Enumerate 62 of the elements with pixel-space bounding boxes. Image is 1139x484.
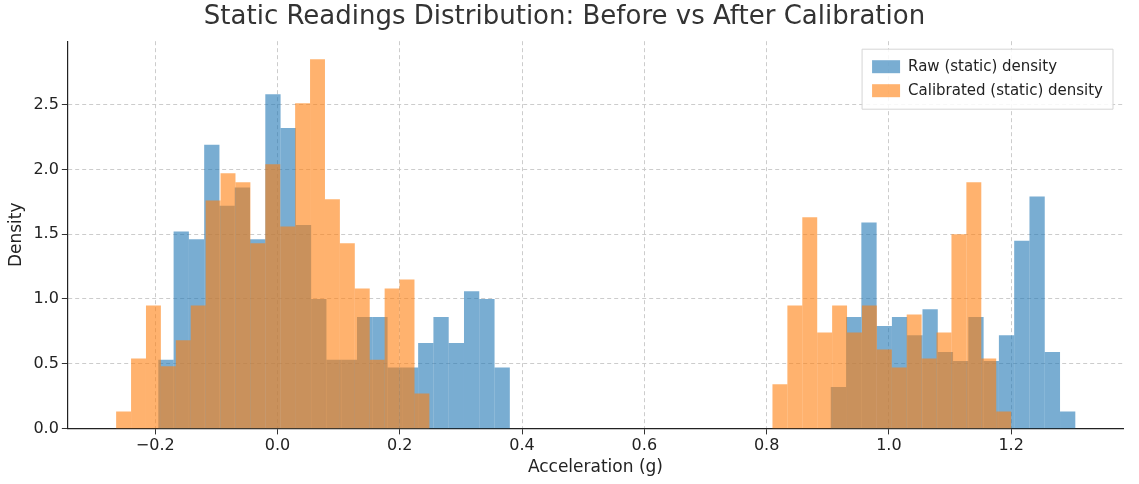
x-tick-label: 0.6 <box>631 435 658 455</box>
bar <box>324 199 340 429</box>
bar <box>876 349 892 429</box>
bar <box>891 367 907 429</box>
bar <box>832 305 848 429</box>
bar <box>220 173 236 429</box>
bar <box>339 243 355 429</box>
bar <box>160 366 176 429</box>
bar <box>190 305 206 429</box>
bar <box>772 384 788 429</box>
y-tick-label: 0.0 <box>33 417 59 437</box>
bar <box>479 298 495 429</box>
bar <box>817 332 833 429</box>
x-tick-label: 0.8 <box>753 435 780 455</box>
bar <box>205 200 221 429</box>
bar <box>310 59 325 429</box>
bar <box>448 342 464 429</box>
bar <box>996 411 1012 429</box>
bar <box>936 332 952 429</box>
y-tick-label: 1.5 <box>33 223 59 243</box>
bar <box>433 317 449 429</box>
x-tick-label: 1.2 <box>998 435 1024 455</box>
y-tick-label: 1.0 <box>33 288 59 308</box>
bar <box>1014 240 1030 429</box>
legend-label: Calibrated (static) density <box>908 81 1104 100</box>
bar <box>921 358 937 429</box>
bar <box>787 305 803 429</box>
x-tick-label: 1.0 <box>876 435 902 455</box>
bar <box>399 279 415 429</box>
bar <box>265 164 281 429</box>
bar <box>966 182 982 429</box>
bar <box>802 217 818 429</box>
bar <box>847 332 862 429</box>
bar <box>175 340 191 429</box>
y-tick-label: 0.5 <box>33 352 59 372</box>
bar <box>414 393 430 429</box>
bar <box>951 234 967 429</box>
bar <box>906 314 922 429</box>
x-axis-title: Acceleration (g) <box>527 456 663 477</box>
bar <box>131 358 146 429</box>
bar <box>1029 196 1045 429</box>
chart-title: Static Readings Distribution: Before vs After Calibration <box>203 0 926 31</box>
x-tick-label: −0.2 <box>135 435 175 455</box>
y-tick-label: 2.5 <box>33 93 59 113</box>
y-tick-label: 2.0 <box>33 158 59 178</box>
x-tick-label: 0.0 <box>264 435 291 455</box>
y-axis-title: Density <box>4 202 25 268</box>
bar <box>463 291 480 429</box>
x-tick-label: 0.2 <box>387 435 413 455</box>
bar <box>116 411 132 429</box>
bar <box>145 305 161 429</box>
bar <box>280 226 296 429</box>
bar <box>1060 411 1076 429</box>
bar <box>295 103 311 429</box>
x-tick-label: 0.4 <box>509 435 535 455</box>
bar <box>1044 352 1061 429</box>
bar <box>354 288 370 429</box>
bar <box>494 367 510 429</box>
bar <box>861 305 877 429</box>
legend-label: Raw (static) density <box>908 57 1058 76</box>
bar <box>384 288 400 429</box>
bar <box>369 359 385 429</box>
